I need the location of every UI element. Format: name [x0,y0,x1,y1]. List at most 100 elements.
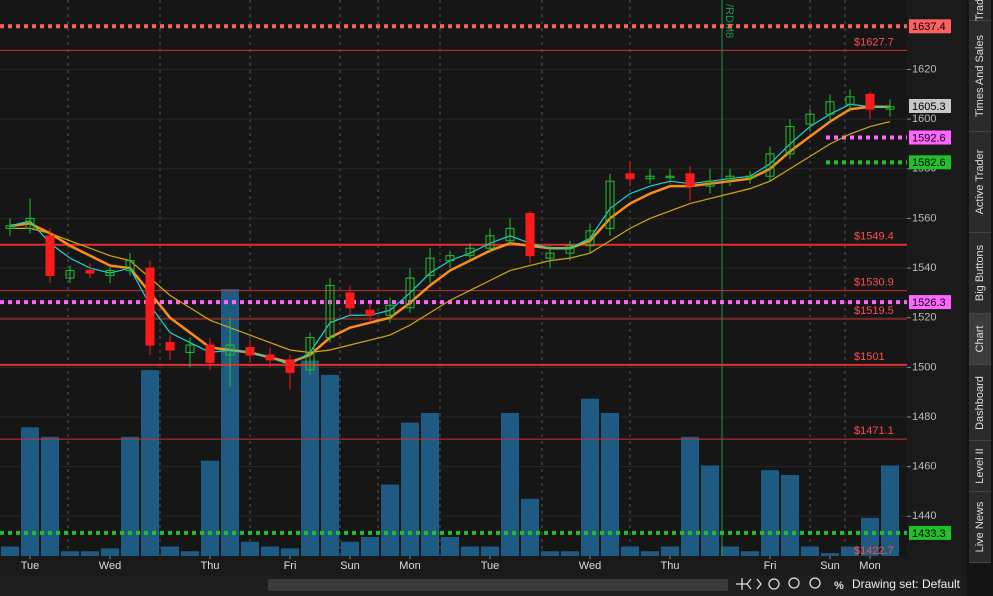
volume-bar [641,551,659,556]
candle-body [625,173,635,180]
chart: /RDM8 % Drawing set: Default 1440 1460 148… [0,0,961,592]
side-tab[interactable]: Level II [969,441,991,492]
volume-bar [481,546,499,556]
volume-bar [341,541,359,556]
x-tick-label: Tue [481,560,500,572]
volume-bar [1,546,19,556]
side-tab-label: Active Trader [974,149,986,215]
x-tick-label: Fri [764,560,777,572]
candle-body [185,344,195,353]
y-tick-label: 1520 [912,312,936,324]
volume-bar [41,436,59,556]
candle-body [845,96,855,105]
candle-body [585,230,595,247]
level-label: $1530.9 [854,277,894,289]
volume-bar [281,548,299,556]
candle-body [705,180,715,187]
side-tab-label: Times And Sales [974,34,986,118]
volume-bar [441,536,459,556]
side-tab-label: Dashboard [974,375,986,430]
candle-body [525,212,535,257]
side-tab[interactable]: Live News [969,492,991,563]
candle-body [485,235,495,249]
zoom-tools[interactable]: % [736,577,844,592]
y-tick-label: 1500 [912,361,936,373]
price-tag-label: 1605.3 [912,101,946,113]
candle-body [285,359,295,373]
candles [5,89,895,390]
level-label: $1549.4 [854,231,894,243]
price-tag-label: 1433.3 [912,528,946,540]
price-tag-label: 1526.3 [912,297,946,309]
price-tag [909,130,951,145]
candle-body [345,292,355,309]
candle-body [45,235,55,277]
price-tag [909,19,951,34]
volume-bar [361,536,379,556]
side-tab[interactable]: Big Buttons [969,233,991,314]
volume-bar [841,546,859,556]
percent-tool[interactable]: % [834,580,844,592]
y-tick-label: 1600 [912,113,936,125]
x-tick-label: Fri [284,560,297,572]
level-label: $1627.7 [854,36,894,48]
candle-body [865,93,875,110]
y-tick-label: 1480 [912,411,936,423]
candle-body [545,252,555,259]
candle-body [125,260,135,272]
candle-body [5,225,15,229]
candle-body [885,106,895,110]
volume-bar [221,289,239,556]
candle-body [565,245,575,254]
price-tag-label: 1582.6 [912,157,946,169]
volume-bar [781,474,799,556]
price-tag [909,155,951,170]
candle-body [265,354,275,361]
side-tab-label: Trad [974,0,986,22]
candle-body [725,175,735,180]
volume-bar [581,398,599,556]
zoom-in[interactable] [788,577,800,589]
side-tab[interactable]: Chart [969,314,991,365]
candle-body [85,270,95,274]
candle-body [25,217,35,229]
cursor-tool[interactable] [736,578,748,590]
side-tab[interactable]: Trad [969,0,991,21]
volume-bar [421,413,439,556]
x-tick-label: Mon [399,560,420,572]
volume-bar [101,548,119,556]
price-tag [909,295,951,310]
x-tick-label: Sun [340,560,360,572]
candle-body [685,173,695,187]
candle-body [105,270,115,277]
candle-body [605,180,615,229]
moving-average [10,121,891,354]
drawing-set[interactable]: Drawing set: Default [852,577,961,591]
volume-bar [261,546,279,556]
candle-body [765,153,775,177]
candle-body [445,255,455,262]
candle-body [225,344,235,356]
volume-bar [321,374,339,556]
volume-bar [741,551,759,556]
candle-body [365,309,375,316]
side-tab[interactable]: Times And Sales [969,21,991,132]
x-tick-label: Sun [820,560,840,572]
candle-body [325,284,335,339]
pan-tool[interactable] [746,578,762,590]
side-tab[interactable]: Active Trader [969,132,991,233]
volume-bar [241,541,259,556]
volume-bar [21,427,39,556]
volume-bar [61,551,79,556]
crosshair-tool[interactable] [768,578,780,590]
volume-bar [801,546,819,556]
scrollbar[interactable] [268,579,728,591]
side-tab[interactable]: Dashboard [969,365,991,441]
volume-bar [201,460,219,556]
candle-body [165,342,175,351]
candle-body [645,175,655,180]
zoom-out[interactable] [809,577,821,589]
price-tag-label: 1637.4 [912,21,946,33]
x-tick-label: Mon [859,560,880,572]
